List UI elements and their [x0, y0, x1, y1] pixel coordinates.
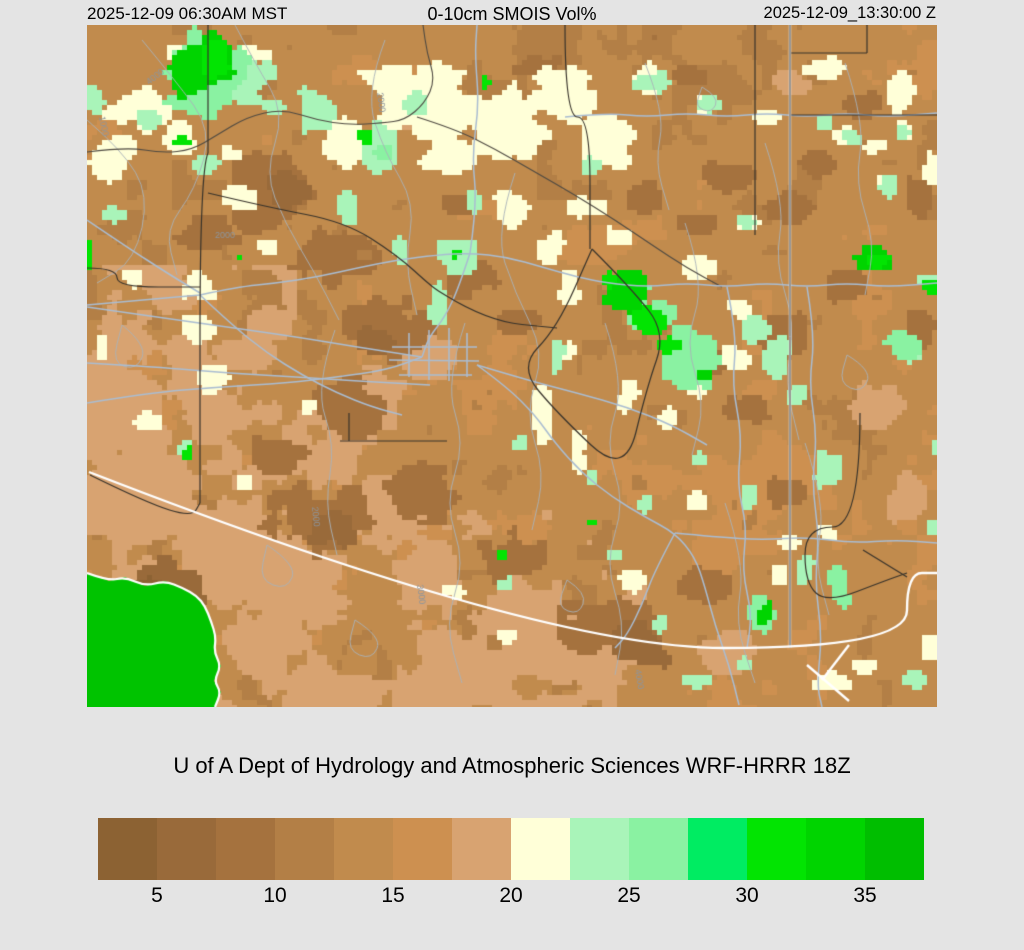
colorbar-swatch [570, 818, 629, 880]
colorbar-swatch [452, 818, 511, 880]
colorbar-tick-label: 35 [853, 884, 877, 907]
valid-time-utc: 2025-12-09_13:30:00 Z [763, 4, 936, 22]
soil-moisture-map [87, 25, 937, 707]
colorbar-swatch [334, 818, 393, 880]
colorbar-swatch [511, 818, 570, 880]
colorbar-swatch [629, 818, 688, 880]
colorbar-swatch [688, 818, 747, 880]
colorbar-swatch [393, 818, 452, 880]
colorbar-swatch [98, 818, 157, 880]
colorbar-swatch [157, 818, 216, 880]
colorbar-tick-label: 5 [151, 884, 163, 907]
valid-time-local: 2025-12-09 06:30AM MST [87, 4, 288, 23]
page-title: 0-10cm SMOIS Vol% [427, 4, 597, 24]
colorbar-tick-label: 20 [499, 884, 523, 907]
colorbar [98, 818, 924, 880]
colorbar-swatch [216, 818, 275, 880]
colorbar-ticks: 5 10 15 20 25 30 35 [98, 884, 924, 912]
colorbar-swatch [747, 818, 806, 880]
colorbar-tick-label: 15 [381, 884, 405, 907]
colorbar-tick-label: 25 [617, 884, 641, 907]
colorbar-swatch [806, 818, 865, 880]
colorbar-tick-label: 30 [735, 884, 759, 907]
colorbar-tick-label: 10 [263, 884, 287, 907]
colorbar-swatch [865, 818, 924, 880]
colorbar-swatch [275, 818, 334, 880]
map-caption: U of A Dept of Hydrology and Atmospheric… [173, 753, 851, 778]
